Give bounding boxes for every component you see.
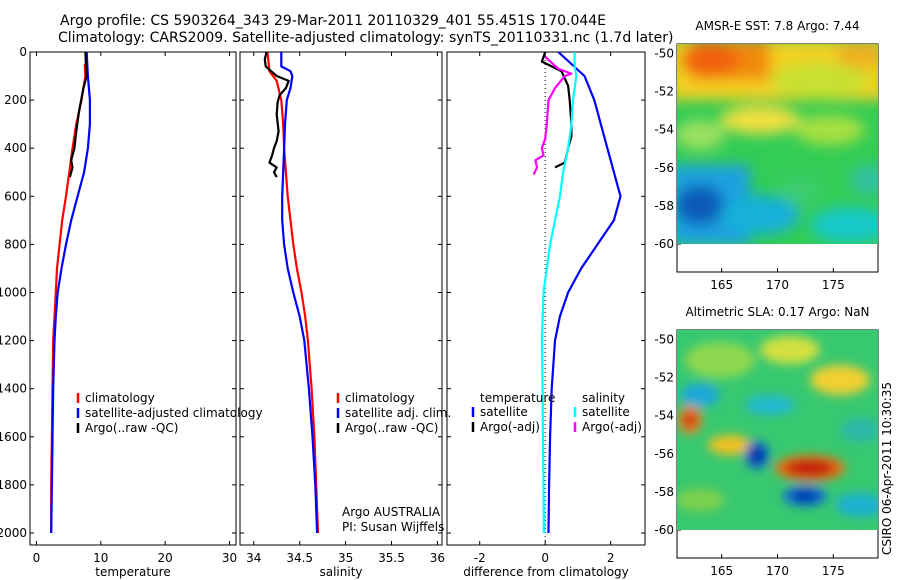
x-tick-label: 175 <box>822 278 845 292</box>
y-tick-label: -52 <box>654 85 674 99</box>
panel-frame <box>239 51 443 546</box>
legend-label: climatology <box>85 391 155 405</box>
y-tick-label: -56 <box>654 447 674 461</box>
map-nodata-strip <box>677 530 878 558</box>
x-tick-label: -2 <box>474 551 486 565</box>
series-line-argo-raw-qc- <box>68 51 88 178</box>
y-tick-label: 400 <box>4 141 27 155</box>
figure-title-line1: Argo profile: CS 5903264_343 29-Mar-2011… <box>60 13 607 29</box>
y-tick-label: 600 <box>4 189 27 203</box>
y-tick-label: -50 <box>654 333 674 347</box>
y-tick-label: -60 <box>654 237 674 251</box>
series-line-salinity-satellite <box>540 52 578 534</box>
map-axes-1: AMSR-E SST: 7.8 Argo: 7.44 165 170 175 -50 -5… <box>654 19 879 292</box>
x-tick-label: 0 <box>33 551 41 565</box>
map-nodata-strip <box>677 244 878 272</box>
y-tick-label: 1600 <box>0 430 27 444</box>
legend-label: Argo(..raw -QC) <box>345 421 438 435</box>
x-tick-label: 170 <box>766 564 789 578</box>
panel-frame <box>446 51 646 546</box>
x-tick-label: 35 <box>338 551 353 565</box>
credit-stamp: CSIRO 06-Apr-2011 10:30:35 <box>880 381 894 555</box>
x-tick-label: 36 <box>430 551 445 565</box>
legend-label: Argo(-adj) <box>582 420 642 434</box>
x-tick-label: 30 <box>222 551 237 565</box>
annotation-text: PI: Susan Wijffels <box>342 520 444 534</box>
x-axis-label: temperature <box>95 565 170 579</box>
x-axis-label: difference from climatology <box>463 565 629 579</box>
annotation-text: Argo AUSTRALIA <box>342 505 441 519</box>
y-tick-label: -56 <box>654 161 674 175</box>
map-title: AMSR-E SST: 7.8 Argo: 7.44 <box>695 19 859 33</box>
series-line-argo-raw-qc- <box>263 51 290 178</box>
series-line-temperature-satellite <box>547 51 622 534</box>
series-line-satellite-adjusted-climatology <box>50 51 91 534</box>
x-tick-label: 2 <box>607 551 615 565</box>
legend-header: temperature <box>480 391 555 405</box>
profile-panel-1: 0 10 20 30 0 200 400 600 800 1000 1200 1400 1600 1800… <box>0 45 237 579</box>
legend-header: salinity <box>582 391 625 405</box>
x-tick-label: 165 <box>710 278 733 292</box>
panel-frame <box>29 51 237 546</box>
x-tick-label: 34.5 <box>286 551 313 565</box>
x-tick-label: 10 <box>93 551 108 565</box>
y-tick-label: 1200 <box>0 334 27 348</box>
y-tick-label: -50 <box>654 47 674 61</box>
y-tick-label: -54 <box>654 123 674 137</box>
map-title: Altimetric SLA: 0.17 Argo: NaN <box>685 305 869 319</box>
legend-label: climatology <box>345 391 415 405</box>
series-line-climatology <box>266 51 320 534</box>
x-tick-label: 35.5 <box>378 551 405 565</box>
x-tick-label: 175 <box>822 564 845 578</box>
y-tick-label: 1800 <box>0 478 27 492</box>
legend-label: satellite-adjusted climatology <box>85 406 263 420</box>
y-tick-label: -58 <box>654 485 674 499</box>
y-tick-label: -54 <box>654 409 674 423</box>
y-tick-label: -60 <box>654 523 674 537</box>
legend-label: Argo(-adj) <box>480 420 540 434</box>
x-tick-label: 20 <box>158 551 173 565</box>
series-line-satellite-adj-clim- <box>280 52 319 534</box>
sst-map <box>677 44 878 244</box>
legend-label: satellite adj. clim. <box>345 406 451 420</box>
y-tick-label: 200 <box>4 93 27 107</box>
y-tick-label: 1400 <box>0 382 27 396</box>
x-tick-label: 165 <box>710 564 733 578</box>
y-tick-label: -52 <box>654 371 674 385</box>
legend-label: satellite <box>582 405 630 419</box>
y-tick-label: 2000 <box>0 526 27 540</box>
sla-map <box>677 330 878 530</box>
profile-panel-2: 34 34.5 35 35.5 36 salinity <box>239 51 445 579</box>
series-line-salinity-argo-adj- <box>532 55 573 176</box>
legend-label: Argo(..raw -QC) <box>85 421 178 435</box>
legend-label: satellite <box>480 405 528 419</box>
y-tick-label: -58 <box>654 199 674 213</box>
y-tick-label: 1000 <box>0 285 27 299</box>
x-tick-label: 0 <box>541 551 549 565</box>
x-tick-label: 34 <box>246 551 261 565</box>
y-tick-label: 0 <box>19 45 27 59</box>
x-axis-label: salinity <box>319 565 362 579</box>
x-tick-label: 170 <box>766 278 789 292</box>
y-tick-label: 800 <box>4 237 27 251</box>
figure-title-line2: Climatology: CARS2009. Satellite-adjuste… <box>58 30 674 46</box>
